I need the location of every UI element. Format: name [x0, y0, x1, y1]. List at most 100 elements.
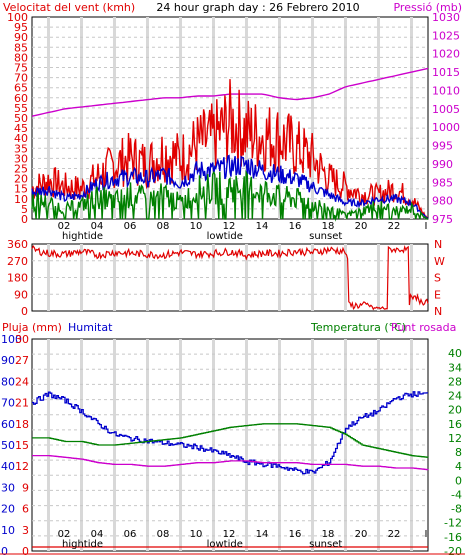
series-line-temperatura — [32, 423, 429, 458]
humidity-tick-label: 40 — [1, 460, 15, 473]
panel1-sunset-label: sunset — [309, 231, 342, 242]
panel1-xtick-label: 02 — [58, 221, 71, 232]
panel1-lowtide-label: lowtide — [207, 231, 243, 242]
humidity-axis-title: Humitat — [68, 321, 113, 334]
panel3-xtick-label: 10 — [190, 529, 203, 540]
wind-axis-title: Velocitat del vent (kmh) — [3, 1, 135, 14]
panel1-hightide-label: hightide — [62, 231, 103, 242]
humidity-tick-label: 0 — [1, 545, 8, 558]
panel1-xtick-label: 14 — [256, 221, 269, 232]
panel1-xtick-end: I — [425, 221, 428, 232]
series-line-humitat — [32, 391, 428, 475]
humidity-tick-label: 60 — [1, 418, 15, 431]
wind-tick-label: 15 — [14, 183, 28, 196]
panel3-xtick-label: 04 — [91, 529, 104, 540]
humidity-tick-label: 100 — [1, 333, 22, 346]
wind-tick-label: 55 — [14, 102, 28, 115]
panel3-xtick-label: 12 — [223, 529, 236, 540]
humidity-tick-label: 50 — [1, 439, 15, 452]
rain-axis-title: Pluja (mm) — [2, 321, 62, 334]
wind-tick-label: 70 — [14, 72, 28, 85]
humidity-tick-label: 80 — [1, 375, 15, 388]
temperature-tick-label: 4 — [455, 460, 462, 473]
pressure-tick-label: 1015 — [432, 66, 460, 79]
wind-tick-label: 75 — [14, 62, 28, 75]
direction-tick-label: 180 — [7, 272, 28, 285]
rain-tick-label: 27 — [15, 354, 29, 367]
rain-tick-label: 30 — [15, 333, 29, 346]
compass-tick-label: E — [434, 288, 441, 301]
humidity-tick-label: 30 — [1, 481, 15, 494]
panel1-xtick-label: 04 — [91, 221, 104, 232]
rain-tick-label: 12 — [15, 460, 29, 473]
wind-tick-label: 45 — [14, 122, 28, 135]
pressure-tick-label: 980 — [432, 195, 453, 208]
series-line-ratxa — [31, 79, 429, 220]
wind-tick-label: 95 — [14, 21, 28, 34]
panel3-xtick-end: I — [425, 529, 428, 540]
temperature-tick-label: 8 — [455, 446, 462, 459]
humidity-tick-label: 20 — [1, 503, 15, 516]
panel3-lowtide-label: lowtide — [207, 539, 243, 550]
pressure-tick-label: 1025 — [432, 29, 460, 42]
rain-tick-label: 0 — [22, 545, 29, 558]
temperature-tick-label: -20 — [444, 545, 462, 558]
series-line-direction — [31, 244, 429, 311]
pressure-tick-label: 990 — [432, 158, 453, 171]
panel3-xtick-label: 08 — [157, 529, 170, 540]
rain-tick-label: 6 — [22, 503, 29, 516]
wind-tick-label: 20 — [14, 173, 28, 186]
wind-tick-label: 40 — [14, 132, 28, 145]
panel3-hightide-label: hightide — [62, 539, 103, 550]
temperature-tick-label: 20 — [448, 404, 462, 417]
series-line-punt-rosada — [32, 454, 429, 471]
compass-tick-label: N — [434, 238, 442, 251]
wind-tick-label: 65 — [14, 82, 28, 95]
rain-tick-label: 3 — [22, 524, 29, 537]
compass-tick-label: S — [434, 272, 441, 285]
direction-tick-label: 360 — [7, 238, 28, 251]
temperature-tick-label: 28 — [448, 375, 462, 388]
temperature-axis-title: Temperatura (°C) — [310, 321, 406, 334]
panel1-xtick-label: 22 — [388, 221, 401, 232]
humidity-tick-label: 70 — [1, 397, 15, 410]
rain-tick-label: 18 — [15, 418, 29, 431]
humidity-tick-label: 90 — [1, 354, 15, 367]
pressure-tick-label: 1030 — [432, 11, 460, 24]
pressure-tick-label: 1000 — [432, 121, 460, 134]
temperature-tick-label: -8 — [451, 503, 462, 516]
compass-tick-label: W — [434, 255, 445, 268]
series-line-direcci-mitja — [31, 169, 428, 222]
panel1-xtick-label: 10 — [190, 221, 203, 232]
panel3-sunset-label: sunset — [309, 539, 342, 550]
pressure-tick-label: 1005 — [432, 103, 460, 116]
wind-tick-label: 25 — [14, 163, 28, 176]
pressure-axis-title: Pressió (mb) — [393, 1, 462, 14]
panel1-xtick-label: 06 — [124, 221, 137, 232]
temperature-tick-label: 40 — [448, 347, 462, 360]
wind-tick-label: 35 — [14, 142, 28, 155]
wind-tick-label: 50 — [14, 112, 28, 125]
wind-tick-label: 90 — [14, 31, 28, 44]
wind-tick-label: 10 — [14, 193, 28, 206]
temperature-tick-label: -16 — [444, 531, 462, 544]
series-line-mitjana — [31, 154, 429, 220]
wind-tick-label: 30 — [14, 152, 28, 165]
dewpoint-axis-title: Punt rosada — [391, 321, 456, 334]
panel3-xtick-label: 16 — [289, 529, 302, 540]
panel3-xtick-label: 18 — [322, 529, 335, 540]
wind-tick-label: 85 — [14, 41, 28, 54]
pressure-tick-label: 995 — [432, 140, 453, 153]
direction-tick-label: 0 — [21, 305, 28, 318]
panel3-xtick-label: 22 — [388, 529, 401, 540]
wind-tick-label: 60 — [14, 92, 28, 105]
panel1-xtick-label: 08 — [157, 221, 170, 232]
wind-tick-label: 80 — [14, 51, 28, 64]
wind-tick-label: 100 — [7, 11, 28, 24]
temperature-tick-label: -12 — [444, 517, 462, 530]
temperature-tick-label: 0 — [455, 474, 462, 487]
temperature-tick-label: -4 — [451, 488, 462, 501]
temperature-tick-label: 12 — [448, 432, 462, 445]
